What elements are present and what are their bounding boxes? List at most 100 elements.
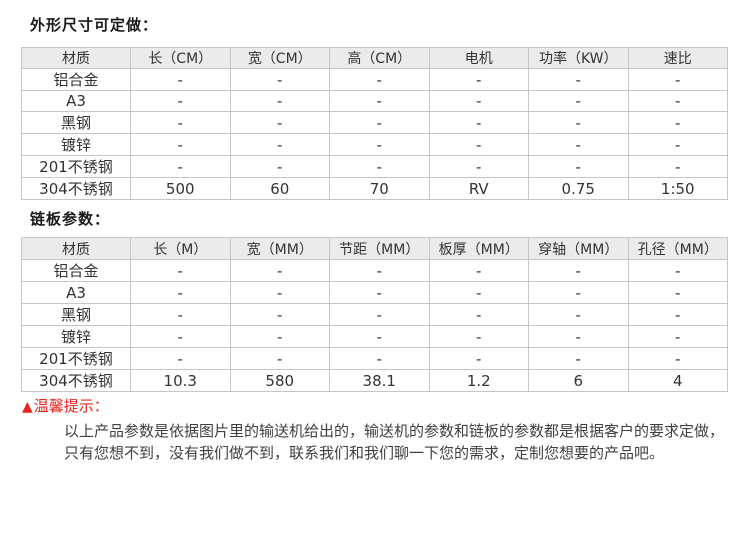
- column-header: 功率（KW）: [528, 47, 629, 69]
- value-cell: -: [528, 68, 629, 91]
- value-cell: -: [329, 303, 430, 326]
- value-cell: 10.3: [130, 369, 231, 392]
- value-cell: -: [528, 133, 629, 156]
- value-cell: -: [528, 111, 629, 134]
- material-cell: 201不锈钢: [21, 347, 131, 370]
- value-cell: -: [229, 68, 330, 91]
- header-row: 材质 长（CM） 宽（CM） 高（CM） 电机 功率（KW） 速比: [21, 47, 728, 69]
- column-header: 穿轴（MM）: [528, 237, 629, 260]
- value-cell: -: [130, 325, 231, 348]
- value-cell: -: [627, 303, 728, 326]
- value-cell: -: [329, 325, 430, 348]
- value-cell: -: [229, 325, 330, 348]
- material-cell: 201不锈钢: [21, 155, 131, 178]
- value-cell: -: [428, 347, 529, 370]
- value-cell: 60: [229, 177, 330, 200]
- column-header: 速比: [627, 47, 728, 69]
- header-row: 材质 长（M） 宽（MM） 节距（MM） 板厚（MM） 穿轴（MM） 孔径（MM）: [21, 237, 728, 260]
- material-cell: 镀锌: [21, 325, 131, 348]
- value-cell: -: [229, 281, 330, 304]
- value-cell: -: [229, 155, 330, 178]
- table-row: 铝合金 - - - - - -: [21, 68, 728, 91]
- value-cell: -: [329, 111, 430, 134]
- value-cell: -: [329, 259, 430, 282]
- value-cell: -: [428, 90, 529, 112]
- table-row: 201不锈钢 - - - - - -: [21, 347, 728, 370]
- value-cell: -: [528, 325, 629, 348]
- value-cell: -: [428, 133, 529, 156]
- warning-triangle-icon: ▲: [22, 399, 33, 415]
- column-header: 板厚（MM）: [428, 237, 529, 260]
- value-cell: 580: [229, 369, 330, 392]
- value-cell: 500: [130, 177, 231, 200]
- value-cell: -: [428, 68, 529, 91]
- notice-body: 以上产品参数是依据图片里的输送机给出的，输送机的参数和链板的参数都是根据客户的要…: [64, 420, 724, 464]
- value-cell: -: [329, 68, 430, 91]
- material-cell: 黑钢: [21, 111, 131, 134]
- value-cell: -: [130, 90, 231, 112]
- value-cell: -: [528, 281, 629, 304]
- value-cell: -: [329, 90, 430, 112]
- table-row: 镀锌 - - - - - -: [21, 133, 728, 156]
- value-cell: -: [229, 347, 330, 370]
- table-row: 201不锈钢 - - - - - -: [21, 155, 728, 178]
- column-header: 节距（MM）: [329, 237, 430, 260]
- table-row: 304不锈钢 500 60 70 RV 0.75 1:50: [21, 177, 728, 200]
- value-cell: 1.2: [428, 369, 529, 392]
- value-cell: -: [229, 259, 330, 282]
- column-header: 高（CM）: [329, 47, 430, 69]
- column-header: 宽（MM）: [229, 237, 330, 260]
- chainplate-section-title: 链板参数：: [30, 210, 111, 228]
- value-cell: -: [329, 281, 430, 304]
- value-cell: -: [428, 111, 529, 134]
- value-cell: -: [229, 133, 330, 156]
- value-cell: -: [428, 259, 529, 282]
- value-cell: -: [329, 155, 430, 178]
- dimensions-table: 材质 长（CM） 宽（CM） 高（CM） 电机 功率（KW） 速比 铝合金 - - - - - - A3- -…: [21, 47, 728, 200]
- value-cell: -: [229, 111, 330, 134]
- column-header: 材质: [21, 237, 131, 260]
- material-cell: A3: [21, 90, 131, 112]
- column-header: 宽（CM）: [229, 47, 330, 69]
- value-cell: -: [130, 347, 231, 370]
- value-cell: -: [329, 347, 430, 370]
- value-cell: -: [130, 281, 231, 304]
- notice-line: 以上产品参数是依据图片里的输送机给出的，输送机的参数和链板的参数都是根据客户的要…: [64, 422, 725, 440]
- value-cell: -: [627, 133, 728, 156]
- notice-title-text: 温馨提示：: [33, 397, 109, 415]
- value-cell: -: [428, 281, 529, 304]
- material-cell: 黑钢: [21, 303, 131, 326]
- value-cell: -: [627, 111, 728, 134]
- value-cell: -: [627, 90, 728, 112]
- table-row: A3- - - - - -: [21, 90, 728, 112]
- table-row: 黑钢 - - - - - -: [21, 303, 728, 326]
- value-cell: -: [528, 303, 629, 326]
- material-cell: A3: [21, 281, 131, 304]
- value-cell: 6: [528, 369, 629, 392]
- value-cell: -: [130, 111, 231, 134]
- column-header: 长（CM）: [130, 47, 231, 69]
- table-row: 黑钢 - - - - - -: [21, 111, 728, 134]
- value-cell: 1:50: [627, 177, 728, 200]
- material-cell: 镀锌: [21, 133, 131, 156]
- value-cell: -: [130, 155, 231, 178]
- table-row: 镀锌 - - - - - -: [21, 325, 728, 348]
- value-cell: RV: [428, 177, 529, 200]
- value-cell: -: [428, 303, 529, 326]
- column-header: 孔径（MM）: [627, 237, 728, 260]
- value-cell: -: [627, 347, 728, 370]
- notice-line: 只有您想不到，没有我们做不到，联系我们和我们聊一下您的需求，定制您想要的产品吧。: [64, 444, 665, 462]
- value-cell: 0.75: [528, 177, 629, 200]
- value-cell: 70: [329, 177, 430, 200]
- value-cell: -: [528, 155, 629, 178]
- value-cell: -: [428, 155, 529, 178]
- dimensions-section-title: 外形尺寸可定做：: [30, 16, 159, 34]
- material-cell: 304不锈钢: [21, 369, 131, 392]
- value-cell: 4: [627, 369, 728, 392]
- value-cell: -: [627, 325, 728, 348]
- notice-title: ▲温馨提示：: [22, 397, 109, 416]
- value-cell: -: [627, 259, 728, 282]
- value-cell: -: [130, 259, 231, 282]
- value-cell: -: [329, 133, 430, 156]
